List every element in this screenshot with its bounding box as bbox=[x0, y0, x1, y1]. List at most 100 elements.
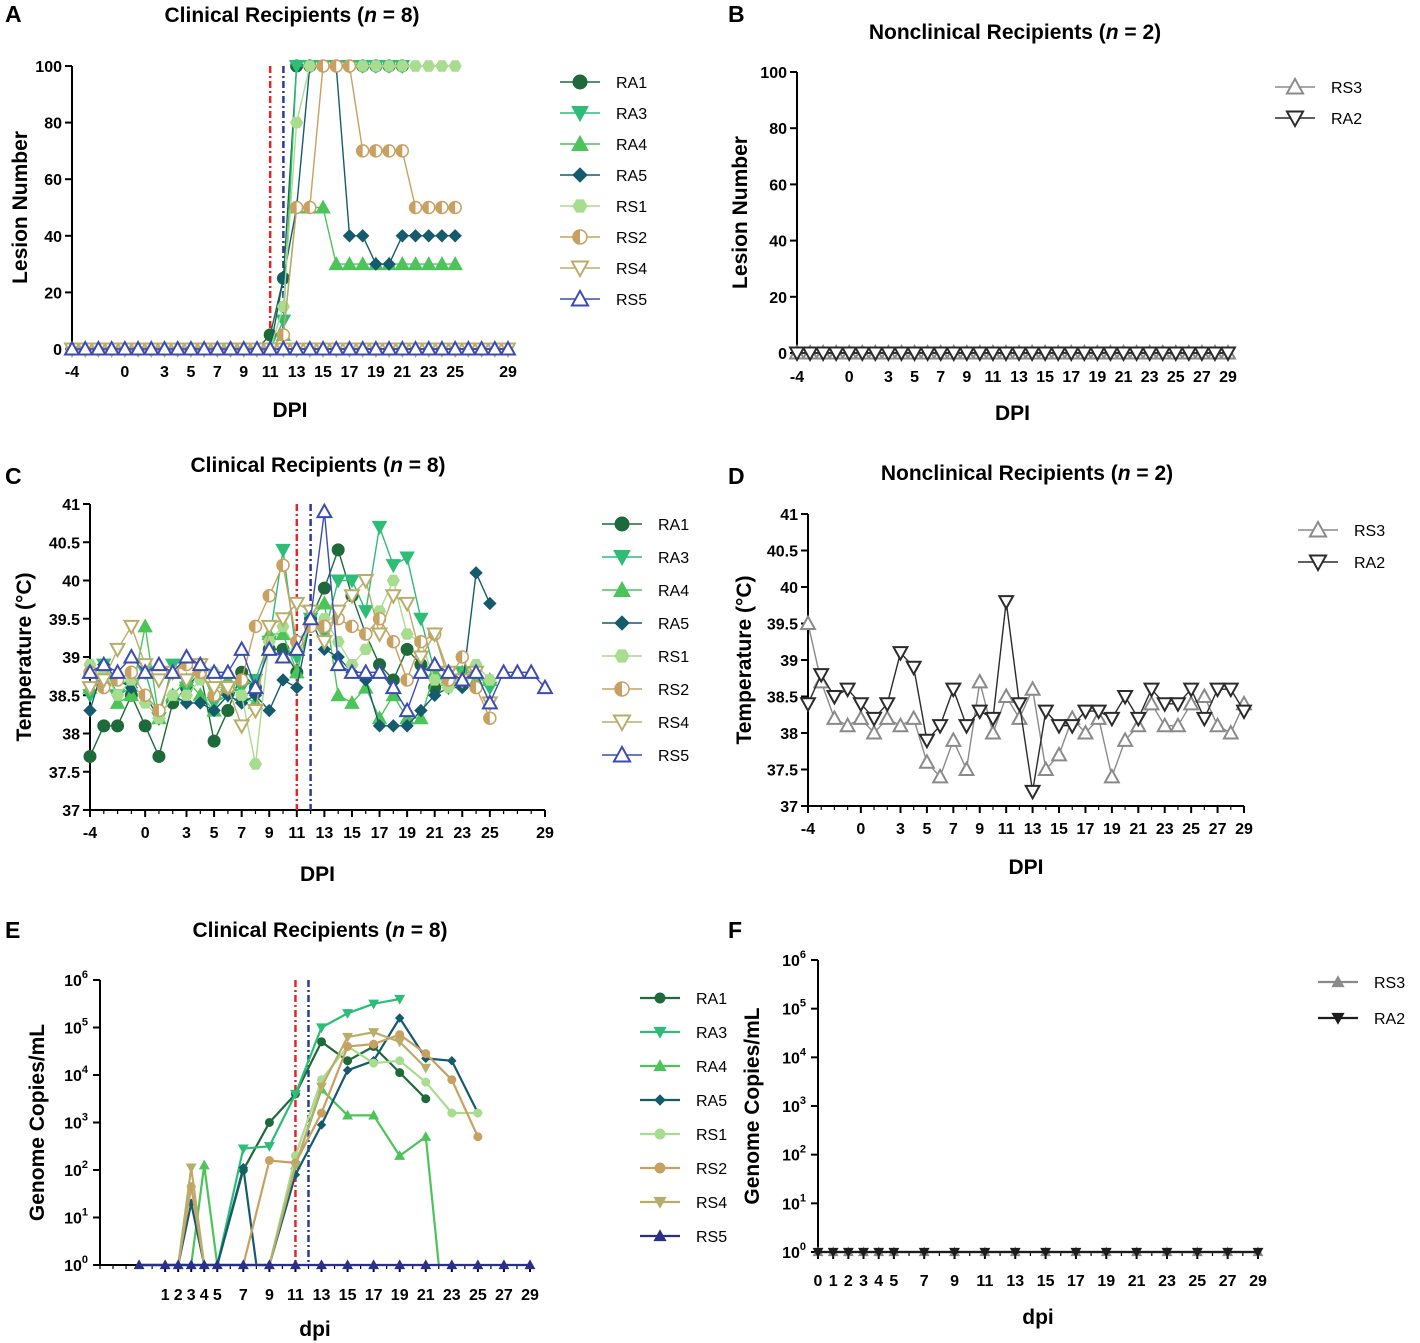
data-point bbox=[421, 1094, 431, 1104]
data-point bbox=[288, 340, 306, 356]
chart-panel-e: E Clinical Recipients (n = 8) 100 101 102 103… bbox=[5, 917, 727, 1341]
data-point bbox=[221, 340, 240, 356]
data-point bbox=[905, 709, 923, 725]
data-point bbox=[944, 731, 962, 747]
data-point bbox=[368, 999, 380, 1010]
data-point bbox=[483, 596, 497, 611]
data-point bbox=[852, 697, 870, 713]
data-point bbox=[1169, 716, 1187, 733]
data-point bbox=[865, 711, 883, 728]
x-tick-label: 17 bbox=[341, 364, 359, 381]
data-point bbox=[370, 663, 389, 679]
series-rs4 bbox=[139, 1028, 432, 1267]
x-tick-label: -4 bbox=[83, 825, 97, 842]
data-point bbox=[386, 634, 401, 649]
legend-marker bbox=[1285, 110, 1305, 129]
data-point bbox=[394, 1013, 405, 1023]
legend-marker bbox=[613, 580, 631, 597]
data-point bbox=[138, 719, 152, 733]
legend-marker bbox=[654, 992, 666, 1004]
data-point bbox=[316, 1120, 327, 1130]
data-point bbox=[1235, 704, 1253, 721]
legend-label: RA2 bbox=[1354, 555, 1385, 572]
y-axis-label: Lesion Number bbox=[729, 136, 752, 289]
data-point bbox=[108, 642, 127, 659]
x-tick-label: 11 bbox=[976, 1273, 993, 1290]
data-point bbox=[354, 256, 371, 271]
data-point bbox=[918, 1247, 930, 1258]
data-point bbox=[395, 1068, 405, 1078]
data-point bbox=[394, 1150, 406, 1160]
data-point bbox=[394, 994, 406, 1005]
series-line bbox=[72, 65, 456, 350]
data-point bbox=[1070, 1247, 1082, 1258]
x-tick-label: 11 bbox=[984, 369, 1001, 386]
data-point bbox=[358, 605, 374, 620]
data-point bbox=[235, 340, 253, 356]
y-tick-label: 60 bbox=[44, 172, 62, 189]
data-point bbox=[150, 655, 168, 672]
data-point bbox=[290, 1089, 301, 1100]
data-point bbox=[1156, 716, 1174, 733]
data-point bbox=[116, 340, 134, 356]
data-point bbox=[1075, 346, 1093, 362]
legend-item: RS2 bbox=[602, 681, 689, 699]
x-tick-label: 5 bbox=[922, 821, 931, 838]
data-point bbox=[382, 60, 396, 72]
data-point bbox=[317, 619, 332, 634]
data-point bbox=[472, 340, 491, 356]
data-point bbox=[469, 680, 483, 695]
y-tick-label: 103 bbox=[64, 1112, 88, 1133]
x-tick-label: 21 bbox=[426, 825, 444, 842]
data-point bbox=[499, 340, 517, 356]
data-point bbox=[179, 689, 194, 701]
series-ra3 bbox=[64, 59, 411, 357]
chart-title-suffix: = 8) bbox=[405, 919, 448, 942]
y-tick-label: 100 bbox=[760, 65, 787, 82]
legend-label: RA5 bbox=[696, 1093, 727, 1110]
legend-marker bbox=[612, 714, 632, 733]
data-point bbox=[453, 670, 471, 687]
data-point bbox=[447, 1075, 457, 1085]
data-point bbox=[1114, 346, 1133, 362]
data-point bbox=[301, 340, 319, 356]
data-point bbox=[852, 709, 870, 725]
legend-marker bbox=[653, 1026, 667, 1039]
data-point bbox=[248, 340, 266, 356]
x-tick-label: 0 bbox=[845, 369, 854, 386]
chart-title-suffix: = 8) bbox=[377, 4, 420, 27]
x-tick-label: 15 bbox=[339, 1287, 357, 1304]
data-point bbox=[406, 340, 425, 356]
chart-title-suffix: = 2) bbox=[1131, 462, 1174, 485]
x-tick-label: 19 bbox=[1088, 369, 1106, 386]
x-tick-label: 13 bbox=[1024, 821, 1042, 838]
data-point bbox=[316, 59, 330, 73]
data-point bbox=[1037, 760, 1055, 777]
data-point bbox=[177, 648, 196, 664]
chart-title-variable: n bbox=[390, 454, 403, 477]
legend-label: RS2 bbox=[616, 230, 647, 247]
data-point bbox=[979, 1247, 991, 1258]
data-point bbox=[221, 704, 235, 718]
data-point bbox=[1101, 346, 1120, 362]
data-point bbox=[971, 672, 989, 689]
x-tick-label: 2 bbox=[174, 1287, 183, 1304]
x-axis-label: dpi bbox=[1022, 1306, 1054, 1329]
data-point bbox=[316, 595, 333, 610]
legend-label: RS5 bbox=[696, 1229, 727, 1246]
data-point bbox=[152, 749, 166, 763]
data-point bbox=[1131, 1247, 1143, 1258]
x-tick-label: 3 bbox=[160, 364, 169, 381]
y-tick-label: 39 bbox=[780, 653, 798, 670]
data-point bbox=[1195, 711, 1213, 728]
x-tick-label: 4 bbox=[200, 1287, 209, 1304]
data-point bbox=[524, 1259, 536, 1270]
x-tick-label: 7 bbox=[936, 369, 945, 386]
data-point bbox=[123, 687, 140, 702]
data-point bbox=[1009, 1247, 1021, 1258]
data-point bbox=[262, 703, 276, 718]
x-tick-label: 21 bbox=[1128, 1273, 1146, 1290]
data-point bbox=[235, 689, 249, 701]
data-point bbox=[205, 681, 223, 697]
legend-marker bbox=[653, 1196, 667, 1209]
